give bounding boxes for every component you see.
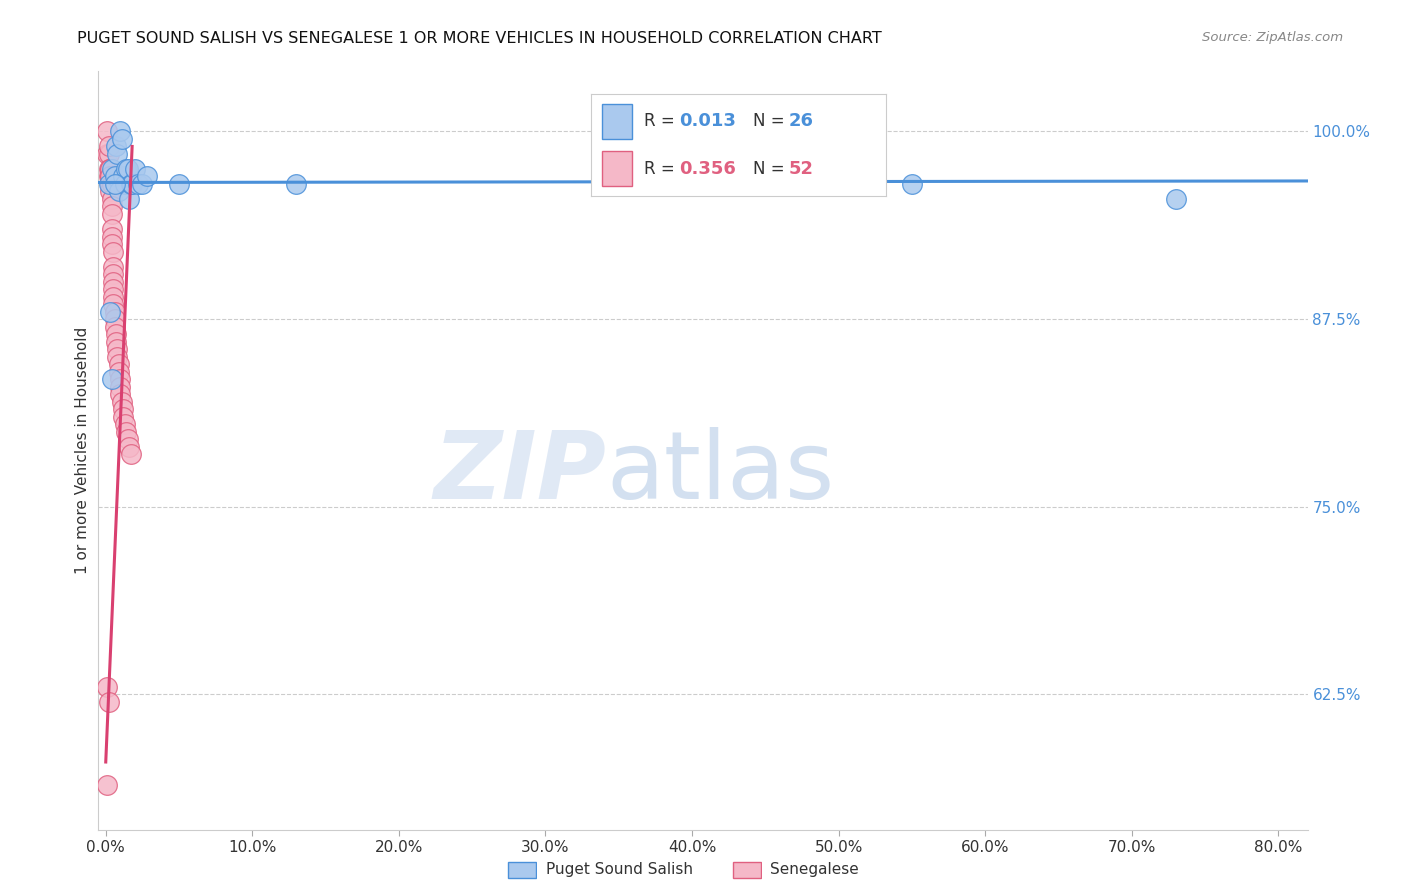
Point bbox=[110, 124, 132, 138]
Text: N =: N = bbox=[754, 160, 790, 178]
FancyBboxPatch shape bbox=[602, 151, 631, 186]
Point bbox=[100, 229, 122, 244]
Point bbox=[108, 357, 131, 371]
Point bbox=[135, 169, 157, 184]
Point bbox=[108, 185, 131, 199]
Point bbox=[114, 417, 136, 432]
Point bbox=[112, 409, 135, 424]
Point bbox=[100, 161, 122, 176]
Point bbox=[96, 124, 118, 138]
Text: ZIP: ZIP bbox=[433, 427, 606, 519]
Point bbox=[97, 695, 120, 709]
Point bbox=[97, 161, 120, 176]
Point bbox=[117, 432, 139, 446]
Point bbox=[111, 132, 134, 146]
Point bbox=[285, 177, 308, 191]
Point bbox=[101, 260, 124, 274]
Point bbox=[100, 199, 122, 213]
Point bbox=[101, 267, 124, 281]
Point bbox=[97, 139, 120, 153]
Point bbox=[98, 161, 121, 176]
Point bbox=[98, 169, 121, 184]
Point bbox=[101, 297, 124, 311]
Point bbox=[100, 192, 122, 206]
Point bbox=[115, 161, 138, 176]
Point bbox=[105, 139, 128, 153]
Point bbox=[115, 425, 138, 439]
Point bbox=[100, 372, 122, 386]
Point bbox=[98, 177, 121, 191]
Point bbox=[107, 350, 129, 364]
Text: atlas: atlas bbox=[606, 427, 835, 519]
Point bbox=[96, 147, 118, 161]
Point bbox=[100, 207, 122, 221]
Point bbox=[100, 222, 122, 236]
Text: 26: 26 bbox=[789, 112, 813, 130]
Point bbox=[98, 304, 121, 318]
Text: Source: ZipAtlas.com: Source: ZipAtlas.com bbox=[1202, 31, 1343, 45]
Point bbox=[108, 365, 131, 379]
Y-axis label: 1 or more Vehicles in Household: 1 or more Vehicles in Household bbox=[75, 326, 90, 574]
Text: R =: R = bbox=[644, 112, 679, 130]
Point bbox=[127, 177, 149, 191]
Point bbox=[97, 169, 120, 184]
Point bbox=[120, 177, 142, 191]
Point bbox=[103, 319, 125, 334]
Text: N =: N = bbox=[754, 112, 790, 130]
Point bbox=[117, 161, 139, 176]
Point bbox=[118, 440, 141, 454]
Point bbox=[901, 177, 924, 191]
Point bbox=[110, 379, 132, 393]
Point bbox=[103, 169, 125, 184]
Point bbox=[100, 237, 122, 252]
Text: PUGET SOUND SALISH VS SENEGALESE 1 OR MORE VEHICLES IN HOUSEHOLD CORRELATION CHA: PUGET SOUND SALISH VS SENEGALESE 1 OR MO… bbox=[77, 31, 882, 46]
Point bbox=[98, 177, 121, 191]
Point bbox=[107, 342, 129, 356]
Point bbox=[105, 334, 128, 349]
Text: 52: 52 bbox=[789, 160, 813, 178]
Text: Senegalese: Senegalese bbox=[770, 863, 859, 877]
Point bbox=[112, 402, 135, 417]
Point bbox=[131, 177, 153, 191]
Point bbox=[98, 169, 121, 184]
Point bbox=[101, 282, 124, 296]
Text: R =: R = bbox=[644, 160, 679, 178]
Point bbox=[101, 289, 124, 303]
Point bbox=[111, 394, 134, 409]
Point bbox=[103, 312, 125, 326]
Point bbox=[97, 177, 120, 191]
Point bbox=[124, 161, 146, 176]
FancyBboxPatch shape bbox=[602, 104, 631, 139]
Point bbox=[110, 387, 132, 401]
Point bbox=[107, 147, 129, 161]
Point bbox=[120, 447, 142, 461]
Point bbox=[96, 680, 118, 694]
Text: 0.356: 0.356 bbox=[679, 160, 735, 178]
Point bbox=[114, 177, 136, 191]
Point bbox=[101, 275, 124, 289]
Point bbox=[118, 192, 141, 206]
Point bbox=[98, 169, 121, 184]
Point bbox=[101, 244, 124, 259]
Point bbox=[121, 177, 143, 191]
Point bbox=[98, 185, 121, 199]
Point bbox=[103, 177, 125, 191]
Point bbox=[103, 304, 125, 318]
Point bbox=[105, 327, 128, 342]
Point bbox=[110, 372, 132, 386]
FancyBboxPatch shape bbox=[733, 862, 761, 878]
FancyBboxPatch shape bbox=[508, 862, 536, 878]
Point bbox=[167, 177, 190, 191]
Point bbox=[97, 147, 120, 161]
Point bbox=[96, 778, 118, 792]
Text: Puget Sound Salish: Puget Sound Salish bbox=[546, 863, 693, 877]
Point bbox=[1164, 192, 1187, 206]
Point bbox=[112, 169, 135, 184]
Point bbox=[98, 161, 121, 176]
Point bbox=[98, 177, 121, 191]
Text: 0.013: 0.013 bbox=[679, 112, 735, 130]
Point bbox=[100, 177, 122, 191]
